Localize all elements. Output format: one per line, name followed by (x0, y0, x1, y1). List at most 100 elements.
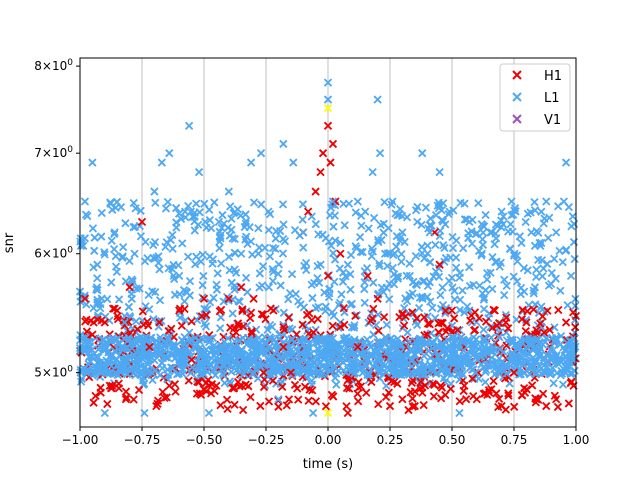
scatter-texture-l1 (346, 285, 355, 294)
data-point-l1 (527, 228, 536, 237)
data-point-h1 (485, 388, 494, 397)
scatter-texture-l1-band (281, 352, 290, 361)
scatter-texture-l1-band (552, 335, 561, 344)
scatter-texture-l1 (458, 286, 467, 295)
scatter-texture-l1 (178, 239, 187, 248)
scatter-texture-l1-band (499, 347, 508, 357)
scatter-texture-l1 (571, 301, 580, 311)
scatter-texture-l1 (379, 287, 388, 297)
scatter-texture-l1 (225, 231, 234, 240)
scatter-texture-l1 (309, 278, 319, 288)
scatter-texture-l1 (529, 286, 538, 295)
scatter-texture-l1 (199, 271, 208, 281)
scatter-texture-h1 (342, 402, 351, 411)
data-point-l1 (256, 149, 266, 158)
scatter-texture-l1 (268, 243, 278, 253)
scatter-texture-l1 (213, 269, 222, 278)
scatter-texture-l1-band (495, 333, 504, 342)
scatter-texture-h1 (374, 400, 383, 409)
scatter-texture-l1 (534, 255, 543, 264)
scatter-texture-h1 (86, 316, 95, 325)
scatter-texture-l1 (509, 272, 518, 281)
scatter-texture-l1 (308, 293, 317, 303)
scatter-texture-l1 (351, 242, 360, 251)
scatter-texture-l1 (360, 298, 369, 308)
scatter-texture-l1 (103, 294, 112, 304)
scatter-texture-l1 (287, 269, 297, 279)
scatter-texture-h1 (398, 309, 407, 318)
scatter-texture-l1 (492, 257, 501, 266)
scatter-texture-l1 (298, 200, 308, 209)
x-tick-label: 1.00 (563, 433, 590, 447)
scatter-texture-h1 (384, 388, 393, 397)
scatter-texture-l1 (335, 298, 345, 308)
scatter-texture-l1 (554, 202, 563, 211)
scatter-texture-l1 (383, 261, 392, 271)
scatter-texture-h1 (217, 305, 226, 315)
scatter-texture-l1 (531, 300, 540, 309)
scatter-texture-l1-band (152, 347, 161, 356)
scatter-texture-h1 (238, 306, 247, 316)
scatter-texture-h1 (554, 305, 563, 315)
scatter-texture-h1 (490, 306, 499, 315)
scatter-texture-l1 (265, 252, 275, 261)
data-point-h1 (373, 294, 382, 303)
scatter-texture-h1 (304, 396, 313, 405)
scatter-texture-l1 (148, 287, 157, 296)
scatter-texture-h1 (467, 311, 476, 320)
data-point-h1 (323, 271, 333, 280)
scatter-texture-h1 (519, 384, 529, 393)
scatter-texture-l1 (568, 212, 577, 221)
scatter-texture-h1 (368, 314, 377, 323)
scatter-texture-h1 (152, 402, 161, 411)
scatter-texture-h1 (381, 392, 391, 402)
scatter-texture-l1-band (203, 367, 212, 377)
scatter-texture-l1-band (211, 348, 220, 357)
scatter-texture-l1 (364, 224, 373, 233)
scatter-texture-l1-band (222, 344, 231, 353)
scatter-texture-l1-band (342, 334, 351, 343)
data-point-h1 (224, 294, 233, 303)
scatter-texture-l1 (339, 199, 348, 209)
scatter-texture-l1 (555, 246, 564, 256)
scatter-texture-l1 (537, 302, 546, 311)
scatter-texture-l1 (311, 304, 320, 313)
scatter-texture-l1 (563, 301, 572, 310)
scatter-texture-h1 (226, 323, 235, 332)
scatter-texture-h1 (345, 384, 354, 393)
scatter-texture-l1 (260, 243, 270, 253)
scatter-texture-h1 (237, 381, 246, 390)
scatter-texture-l1 (268, 264, 277, 274)
scatter-texture-l1-band (258, 343, 267, 352)
scatter-texture-l1-band (121, 353, 130, 362)
scatter-texture-l1 (374, 259, 384, 268)
scatter-texture-h1 (321, 402, 331, 411)
scatter-texture-l1-band (519, 360, 528, 369)
data-point-l1 (120, 318, 129, 327)
scatter-texture-l1 (418, 277, 428, 286)
scatter-texture-l1 (393, 272, 403, 281)
scatter-texture-l1-band (492, 367, 501, 376)
scatter-texture-l1-band (104, 359, 113, 368)
scatter-texture-l1-band (299, 335, 308, 344)
scatter-texture-l1-band (422, 337, 432, 347)
scatter-texture-l1-band (169, 340, 178, 350)
scatter-texture-l1 (132, 284, 141, 293)
scatter-texture-l1-band (178, 366, 187, 375)
scatter-texture-h1 (129, 395, 138, 404)
scatter-texture-l1 (330, 277, 339, 286)
data-point-h1 (435, 260, 444, 269)
scatter-texture-l1 (228, 309, 237, 318)
scatter-texture-l1 (180, 297, 189, 306)
data-point-l1 (175, 271, 184, 280)
scatter-texture-l1-band (334, 344, 343, 354)
scatter-texture-l1-band (485, 359, 494, 369)
scatter-texture-l1 (502, 281, 511, 290)
scatter-texture-l1 (423, 241, 432, 250)
scatter-texture-l1 (217, 259, 226, 268)
scatter-texture-h1 (340, 320, 349, 330)
scatter-texture-l1 (269, 267, 278, 277)
scatter-texture-l1 (267, 322, 277, 332)
scatter-texture-l1 (421, 203, 431, 212)
data-point-h1 (323, 121, 333, 130)
